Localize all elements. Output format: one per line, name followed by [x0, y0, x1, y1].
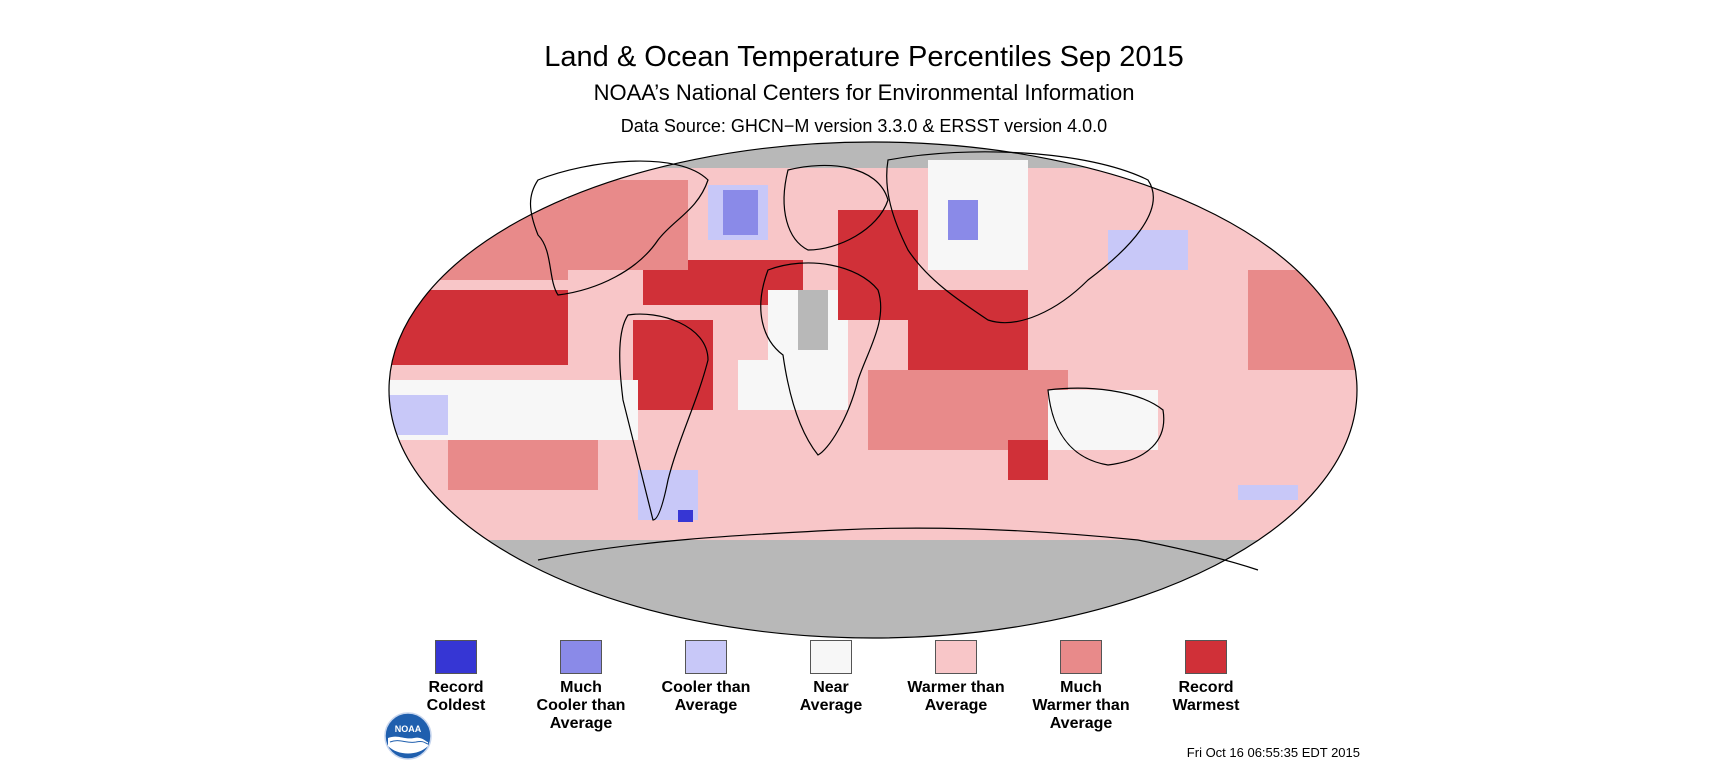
noaa-logo: NOAA	[384, 712, 432, 760]
timestamp: Fri Oct 16 06:55:35 EDT 2015	[1186, 745, 1360, 760]
east-pacific-warm	[1248, 270, 1357, 370]
legend-item: Record Coldest	[376, 640, 536, 715]
legend-item: Warmer than Average	[876, 640, 1036, 715]
far-east-cool	[1238, 485, 1298, 500]
legend-label: Record Coldest	[426, 679, 486, 714]
south-pacific-cool	[389, 395, 448, 435]
north-america-warm	[568, 180, 688, 270]
data-source: Data Source: GHCN−M version 3.3.0 & ERSS…	[620, 116, 1108, 136]
legend-label: Much Warmer than Average	[1032, 679, 1130, 732]
south-america-outline	[619, 313, 709, 521]
south-pacific-warm	[448, 440, 598, 490]
legend-swatch	[935, 640, 977, 674]
legend-swatch	[1060, 640, 1102, 674]
north-atlantic-much-cool	[723, 190, 758, 235]
legend-label: Warmer than Average	[907, 679, 1005, 714]
legend-label: Much Cooler than Average	[536, 679, 626, 732]
legend-label: Cooler than Average	[661, 679, 751, 714]
arctic-no-data	[389, 142, 1357, 168]
world-temperature-map	[388, 141, 1358, 639]
siberia-cool	[948, 200, 978, 240]
north-america-outline	[529, 160, 709, 296]
legend-swatch	[435, 640, 477, 674]
africa-outline	[760, 262, 882, 456]
tip-record-cold	[678, 510, 693, 522]
legend-swatch	[685, 640, 727, 674]
map-title: Land & Ocean Temperature Percentiles Sep…	[544, 41, 1184, 73]
legend-item: Much Cooler than Average	[501, 640, 661, 733]
continent-outlines	[529, 151, 1259, 571]
sahel-no-data	[798, 290, 828, 350]
equatorial-pacific-record	[389, 290, 568, 365]
europe-outline	[783, 164, 889, 251]
globe-border	[388, 141, 1358, 639]
legend-swatch	[810, 640, 852, 674]
australia-near-average	[1048, 390, 1158, 450]
australia-outline	[1047, 387, 1165, 466]
legend-item: Near Average	[751, 640, 911, 715]
legend-item: Cooler than Average	[626, 640, 786, 715]
legend-swatch	[1185, 640, 1227, 674]
map-subtitle: NOAA’s National Centers for Environmenta…	[593, 80, 1135, 105]
antarctic-no-data	[389, 540, 1357, 638]
southern-ocean-near-average	[788, 480, 988, 540]
asia-outline	[886, 151, 1154, 324]
legend-label: Near Average	[799, 679, 863, 714]
legend-label: Record Warmest	[1172, 679, 1240, 714]
north-pacific-warm	[389, 200, 568, 280]
legend-item: Record Warmest	[1126, 640, 1286, 715]
legend-item: Much Warmer than Average	[1001, 640, 1161, 733]
west-pacific-near-average	[1108, 230, 1188, 270]
svg-text:NOAA: NOAA	[395, 724, 422, 734]
australia-warm	[1008, 440, 1048, 480]
antarctica-outline	[537, 527, 1259, 571]
indian-ocean-warm	[868, 370, 1068, 450]
middle-east-record	[838, 210, 918, 320]
legend-swatch	[560, 640, 602, 674]
south-america-record	[633, 320, 713, 410]
